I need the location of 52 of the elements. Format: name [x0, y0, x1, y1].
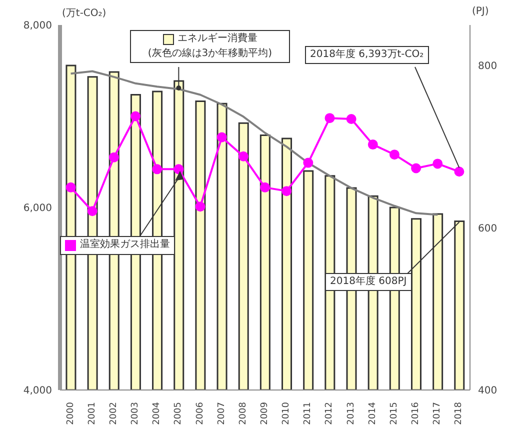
x-tick-label: 2011 — [303, 402, 314, 425]
point — [282, 186, 292, 196]
y2-tick-label: 600 — [478, 223, 498, 234]
legend-label: エネルギー消費量 — [178, 33, 258, 44]
annotation: 2018年度 6,393万t-CO₂ — [305, 46, 429, 64]
point — [108, 152, 119, 162]
point — [260, 182, 270, 192]
y-axis-title: (万t-CO₂) — [62, 7, 106, 20]
x-tick-label: 2006 — [195, 402, 206, 425]
y-tick-label: 8,000 — [23, 20, 52, 32]
x-tick-label: 2010 — [282, 402, 292, 425]
x-tick-label: 2008 — [238, 402, 248, 425]
x-tick-label: 2013 — [346, 402, 356, 425]
x-tick-label: 2004 — [152, 402, 162, 425]
point — [303, 158, 314, 168]
x-tick-label: 2002 — [108, 402, 119, 425]
point — [152, 164, 162, 174]
x-tick-label: 2001 — [87, 402, 98, 425]
point — [346, 114, 356, 124]
x-tick-label: 2007 — [216, 402, 227, 425]
point — [216, 132, 227, 142]
annotation: (灰色の線は3か年移動平均) — [146, 46, 274, 61]
x-tick-label: 2016 — [411, 402, 422, 425]
legend-label: 温室効果ガス排出量 — [80, 239, 170, 250]
y2-axis-title: (PJ) — [472, 6, 489, 17]
point — [87, 206, 98, 216]
x-tick-label: 2009 — [260, 402, 270, 425]
x-tick-label: 2017 — [432, 402, 443, 425]
point — [411, 163, 422, 174]
point — [238, 151, 248, 162]
y-tick-label: 4,000 — [23, 386, 52, 397]
point — [432, 158, 443, 169]
x-tick-label: 2015 — [389, 402, 400, 425]
point — [324, 113, 335, 124]
point — [66, 182, 76, 192]
point — [368, 140, 378, 150]
y2-tick-label: 800 — [478, 61, 498, 72]
line-series — [70, 70, 439, 216]
point — [130, 111, 141, 122]
y-tick-label: 6,000 — [23, 203, 52, 214]
point — [195, 202, 206, 212]
x-tick-label: 2018 — [454, 402, 464, 425]
x-tick-label: 2000 — [66, 402, 76, 425]
x-tick-label: 2005 — [174, 402, 184, 425]
point — [454, 166, 464, 177]
x-tick-label: 2003 — [130, 402, 141, 425]
y2-tick-label: 400 — [478, 386, 498, 397]
point — [174, 164, 184, 174]
point — [389, 150, 400, 160]
x-tick-label: 2014 — [368, 402, 378, 425]
x-tick-label: 2012 — [324, 402, 335, 425]
annotation: 2018年度 608PJ — [325, 273, 412, 291]
